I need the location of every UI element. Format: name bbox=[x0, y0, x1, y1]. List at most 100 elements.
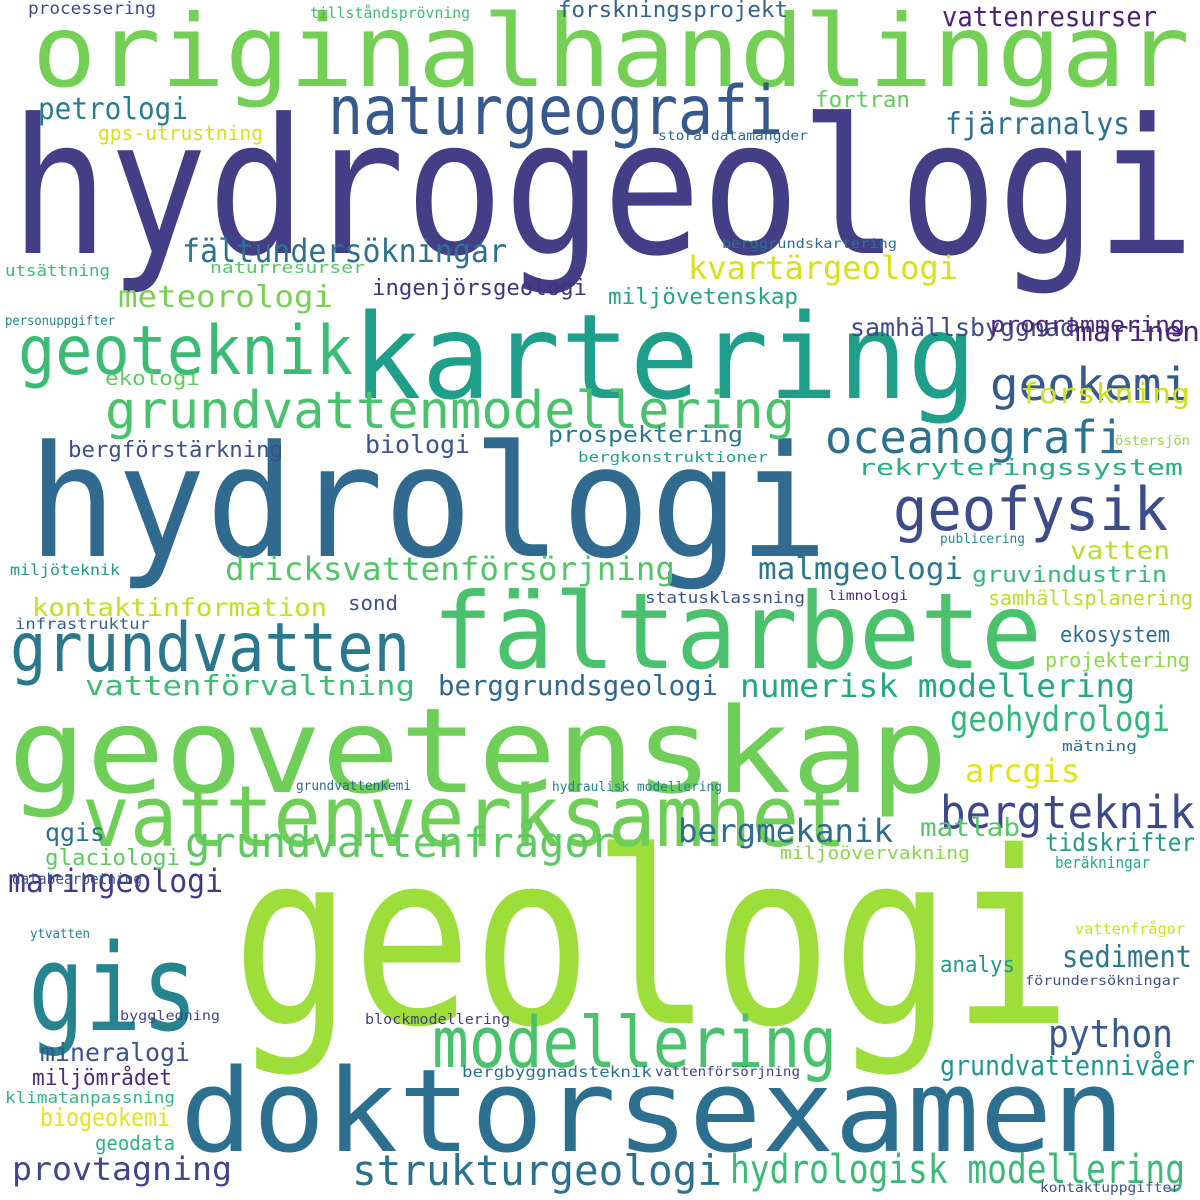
word: hydraulisk modellering bbox=[552, 780, 722, 795]
word: marinen bbox=[1075, 315, 1200, 348]
word: grundvattennivåer bbox=[940, 1049, 1195, 1082]
word: bergförstärkning bbox=[68, 438, 283, 463]
word: grundvatten bbox=[10, 609, 410, 688]
word: ekologi bbox=[105, 366, 200, 390]
word: vattenförsörjning bbox=[655, 1065, 800, 1080]
word: analys bbox=[940, 953, 1015, 978]
word: python bbox=[1048, 1012, 1173, 1056]
word: geohydrologi bbox=[950, 700, 1170, 740]
word: förundersökningar bbox=[1025, 974, 1180, 989]
word: beräkningar bbox=[1055, 853, 1150, 872]
word: vattenförvaltning bbox=[85, 669, 415, 702]
word: grundvattenkemi bbox=[296, 779, 411, 794]
word: vattenresurser bbox=[942, 0, 1157, 33]
word: berggrundskartering bbox=[722, 237, 897, 252]
word: östersjön bbox=[1115, 434, 1190, 449]
word: mätning bbox=[1062, 739, 1137, 755]
word: kartering bbox=[352, 288, 977, 426]
word: geoteknik bbox=[18, 312, 353, 391]
word: vattenverksamhet bbox=[82, 768, 847, 867]
word: numerisk modellering bbox=[740, 667, 1135, 705]
word: tidskrifter bbox=[1045, 828, 1195, 857]
word: doktorsexamen bbox=[180, 1045, 1125, 1179]
word: tillståndsprövning bbox=[310, 4, 470, 22]
word: ingenjörsgeologi bbox=[372, 276, 587, 301]
word: miljöövervakning bbox=[780, 843, 970, 864]
word: samhällsbyggnad bbox=[850, 313, 1075, 342]
word: gruvindustrin bbox=[972, 563, 1167, 588]
word: miljömrådet bbox=[32, 1066, 172, 1091]
word: publicering bbox=[940, 532, 1025, 547]
word: klimatanpassning bbox=[5, 1088, 175, 1107]
word: geofysik bbox=[893, 475, 1168, 545]
word: samhällsplanering bbox=[988, 586, 1193, 610]
word: fjärranalys bbox=[945, 107, 1130, 142]
word: provtagning bbox=[12, 1150, 232, 1188]
word: naturgeografi bbox=[328, 72, 783, 151]
word: ekosystem bbox=[1060, 623, 1170, 648]
word: modellering bbox=[432, 1002, 837, 1084]
word: sediment bbox=[1062, 940, 1192, 975]
word: grundvattenfrågor bbox=[185, 818, 615, 867]
word: naturresurser bbox=[210, 258, 365, 277]
word: vatten bbox=[1070, 536, 1170, 565]
word: ytvatten bbox=[30, 927, 90, 942]
word: geovetenskap bbox=[8, 682, 948, 820]
word: personuppgifter bbox=[5, 314, 115, 329]
word: bergbyggnadsteknik bbox=[462, 1063, 652, 1081]
word: hydrologi bbox=[28, 412, 828, 593]
word: dricksvattenförsörjning bbox=[225, 550, 675, 588]
word: kvartärgeologi bbox=[688, 249, 958, 287]
word: rekryteringssystem bbox=[858, 456, 1183, 481]
word: utsättning bbox=[5, 261, 110, 280]
word: gis bbox=[28, 920, 198, 1059]
word: biogeokemi bbox=[40, 1103, 170, 1132]
word: projektering bbox=[1045, 648, 1190, 672]
word: forskningsprojekt bbox=[558, 0, 788, 23]
word: bergmekanik bbox=[678, 812, 893, 850]
word: limnologi bbox=[828, 589, 908, 604]
word: petrologi bbox=[38, 92, 188, 127]
word: hydrogeologi bbox=[10, 79, 1195, 298]
word: matlab bbox=[920, 813, 1020, 842]
word: oceanografi bbox=[825, 411, 1125, 464]
word: kontaktuppgifter bbox=[1040, 1181, 1180, 1196]
word: kontaktinformation bbox=[32, 593, 327, 622]
word: strukturgeologi bbox=[352, 1146, 722, 1195]
word: geokemi bbox=[990, 358, 1190, 411]
word: miljöteknik bbox=[10, 561, 120, 579]
word: malmgeologi bbox=[758, 552, 963, 587]
word: byggledning bbox=[120, 1009, 220, 1024]
word: gps-utrustning bbox=[98, 121, 263, 145]
word: geodata bbox=[95, 1131, 175, 1155]
word: infrastruktur bbox=[15, 615, 150, 633]
word: grundvattenmodellering bbox=[105, 381, 795, 441]
word: qgis bbox=[45, 818, 105, 847]
word: originalhandlingar bbox=[32, 0, 1190, 110]
word: geologi bbox=[232, 800, 1072, 1080]
word: berggrundsgeologi bbox=[438, 669, 718, 702]
word: fältundersökningar bbox=[182, 232, 507, 270]
word: stora datamängder bbox=[658, 129, 808, 144]
word: arcgis bbox=[965, 752, 1080, 790]
word: bergkonstruktioner bbox=[578, 450, 768, 466]
word: databearbetning bbox=[12, 870, 142, 888]
word: bergteknik bbox=[940, 786, 1195, 839]
word: vattenfrågor bbox=[1075, 920, 1185, 938]
word: programmering bbox=[990, 313, 1185, 338]
word: processering bbox=[28, 0, 156, 19]
word: mineralogi bbox=[40, 1038, 190, 1067]
word: hydrologisk modellering bbox=[730, 1147, 1185, 1193]
word: fortran bbox=[815, 88, 910, 113]
word: blockmodellering bbox=[365, 1012, 510, 1028]
word: forskning bbox=[1020, 377, 1190, 410]
word: glaciologi bbox=[45, 846, 180, 871]
word: sond bbox=[348, 591, 398, 615]
word: miljövetenskap bbox=[608, 285, 798, 310]
word: biologi bbox=[365, 430, 470, 459]
word: meteorologi bbox=[118, 280, 333, 315]
word: fältarbete bbox=[432, 571, 1042, 693]
word: statusklassning bbox=[645, 588, 805, 607]
word: prospektering bbox=[548, 423, 743, 448]
